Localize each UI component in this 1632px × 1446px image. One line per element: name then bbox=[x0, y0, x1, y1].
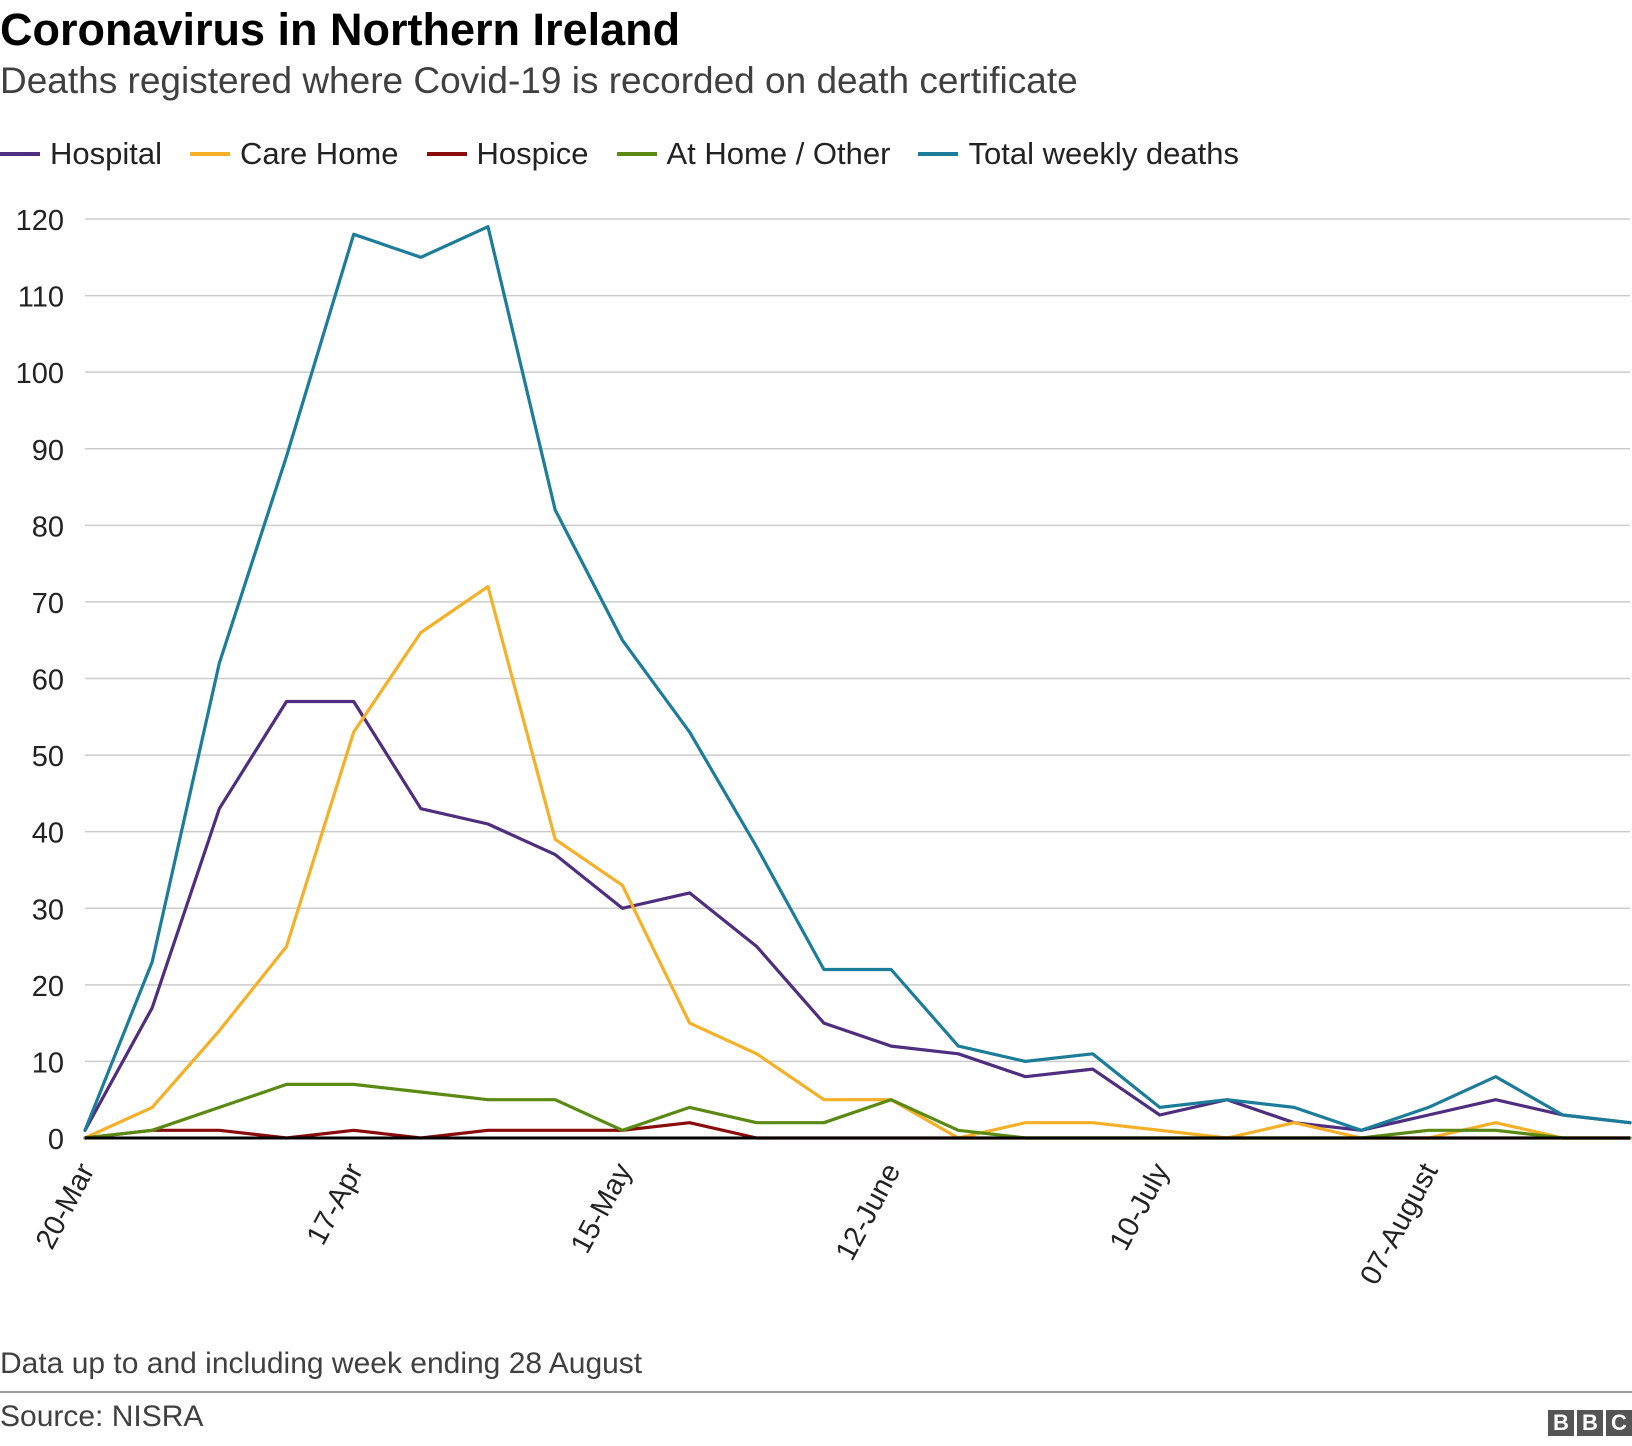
series-line-at-home bbox=[83, 1082, 1632, 1140]
y-tick-label: 90 bbox=[32, 435, 64, 467]
legend-label: Care Home bbox=[240, 136, 399, 171]
legend-swatch bbox=[190, 152, 230, 156]
footer-divider bbox=[0, 1391, 1632, 1393]
legend-label: Hospital bbox=[50, 136, 162, 171]
y-tick-label: 70 bbox=[32, 588, 64, 620]
series-line-hospice bbox=[83, 1121, 1632, 1140]
legend-item-at-home: At Home / Other bbox=[616, 136, 891, 172]
y-tick-label: 120 bbox=[16, 205, 64, 237]
source-text: Source: NISRA bbox=[0, 1400, 204, 1433]
x-tick-label: 10-July bbox=[1104, 1158, 1176, 1256]
x-tick-label: 15-May bbox=[565, 1158, 639, 1259]
legend-item-care-home: Care Home bbox=[190, 136, 399, 172]
legend-swatch bbox=[616, 152, 657, 156]
x-tick-label: 07-August bbox=[1354, 1158, 1444, 1290]
y-tick-label: 80 bbox=[32, 511, 64, 543]
y-tick-label: 100 bbox=[16, 358, 64, 390]
legend-swatch bbox=[426, 152, 467, 156]
series-line-hospital bbox=[83, 699, 1632, 1132]
y-tick-label: 110 bbox=[18, 282, 64, 314]
line-chart: 0 10 20 30 40 50 60 70 80 90 100 110 120 20-Mar 17-Apr… bbox=[16, 205, 1632, 1290]
legend: Hospital Care Home Hospice At Home / Other T… bbox=[0, 134, 1267, 174]
legend-label: Total weekly deaths bbox=[968, 136, 1240, 171]
legend-label: At Home / Other bbox=[666, 136, 891, 171]
y-tick-label: 20 bbox=[32, 971, 64, 1003]
x-tick-label: 20-Mar bbox=[30, 1158, 102, 1254]
x-tick-label: 12-June bbox=[830, 1158, 907, 1266]
footnote: Data up to and including week ending 28 … bbox=[0, 1347, 643, 1380]
bbc-logo-letter: B bbox=[1548, 1410, 1574, 1436]
x-tick-label: 17-Apr bbox=[301, 1158, 370, 1250]
series-line-care-home bbox=[83, 584, 1632, 1140]
y-tick-label: 10 bbox=[32, 1047, 64, 1079]
series-line-total bbox=[83, 225, 1632, 1132]
legend-item-hospital: Hospital bbox=[0, 136, 162, 172]
bbc-logo-letter: B bbox=[1577, 1410, 1603, 1436]
chart-title: Coronavirus in Northern Ireland bbox=[0, 4, 681, 55]
y-tick-label: 30 bbox=[32, 894, 64, 926]
legend-item-total: Total weekly deaths bbox=[918, 136, 1239, 172]
y-tick-label: 50 bbox=[32, 741, 64, 773]
legend-swatch bbox=[0, 152, 40, 156]
y-tick-label: 0 bbox=[48, 1124, 64, 1156]
legend-item-hospice: Hospice bbox=[426, 136, 589, 172]
bbc-logo-letter: C bbox=[1606, 1410, 1632, 1436]
legend-label: Hospice bbox=[476, 136, 589, 171]
legend-swatch bbox=[918, 152, 959, 156]
y-tick-label: 40 bbox=[32, 818, 64, 850]
bbc-logo: B B C bbox=[1545, 1410, 1632, 1436]
y-tick-label: 60 bbox=[32, 665, 64, 697]
chart-subtitle: Deaths registered where Covid-19 is reco… bbox=[0, 60, 1078, 101]
